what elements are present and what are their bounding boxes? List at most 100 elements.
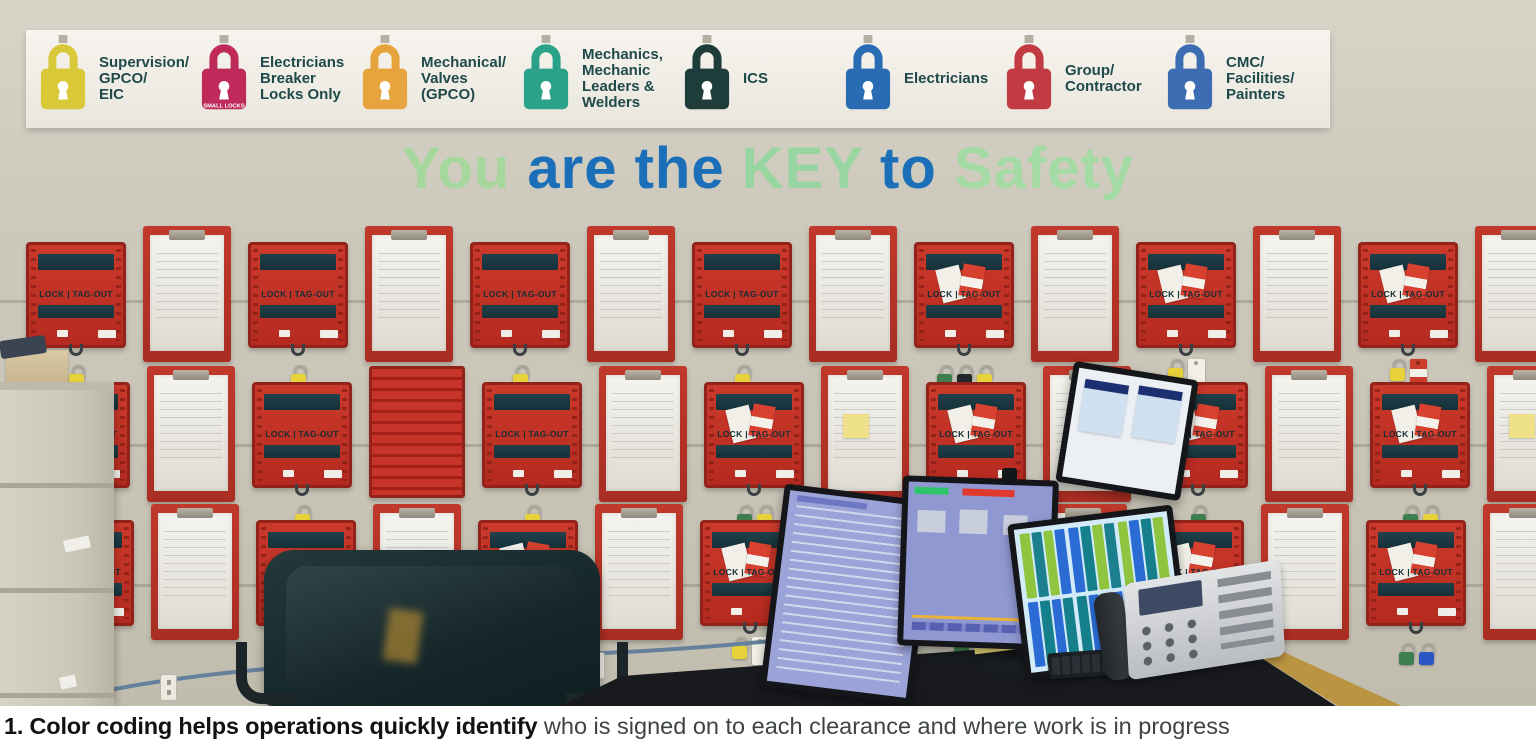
lockout-box: LOCK | TAG-OUT [248,242,348,387]
lockout-box: LOCK | TAG-OUT [704,382,804,527]
lockbox-window [704,305,780,318]
app-window [1077,378,1130,438]
monitor-upper-screen [1062,367,1192,495]
lockbox-sticker [1442,470,1460,478]
clipboard-clip [621,508,657,518]
clipboard [1031,226,1119,362]
lockbox-label: LOCK | TAG-OUT [1149,289,1223,299]
clipboard-clip [1509,508,1536,518]
office-chair [236,550,628,706]
clipboard [1265,366,1353,502]
lockbox-sticker [735,470,746,477]
lockbox-label: LOCK | TAG-OUT [483,289,557,299]
lockout-box: LOCK | TAG-OUT [26,242,126,387]
lockbox-window [704,254,780,270]
phone-line-buttons [1217,570,1275,650]
lockout-box: LOCK | TAG-OUT [692,242,792,387]
padlock-icon [40,34,86,109]
lockout-box: LOCK | TAG-OUT [470,242,570,387]
clipboard-paper [602,513,676,629]
hanging-items [1349,359,1467,387]
lockbox-sticker [1220,470,1238,478]
lockbox-label: LOCK | TAG-OUT [1161,429,1235,439]
lockbox-label: LOCK | TAG-OUT [717,429,791,439]
lockout-box: LOCK | TAG-OUT [1370,382,1470,527]
padlock-icon [362,34,408,109]
clipboard [1253,226,1341,362]
lockbox-window [1378,583,1454,596]
clipboard [587,226,675,362]
clipboard-clip [1057,230,1093,240]
lockout-box: LOCK | TAG-OUT [1358,242,1458,387]
clipboard-paper [1272,375,1346,491]
chair-armrest [236,642,298,704]
lockout-box: LOCK | TAG-OUT [252,382,352,527]
slogan-word: You [402,136,528,201]
lockbox-sticker [1208,330,1226,338]
banner-lock-item: Electricians [839,30,1000,128]
lockbox-label: LOCK | TAG-OUT [939,429,1013,439]
clipboard-paper [1482,235,1536,351]
banner-lock-label: Mechanical/ Valves (GPCO) [421,54,507,103]
cabinet-top [0,382,114,390]
safety-slogan: You are the KEY to Safety [0,140,1536,198]
lockbox-label: LOCK | TAG-OUT [39,289,113,299]
lockbox-hasp [295,484,309,496]
lockbox-sticker [320,330,338,338]
lockbox-window [1148,305,1224,318]
caption-regular-text: who is signed on to each clearance and w… [537,712,1230,739]
monitor-upper [1055,360,1199,502]
lockbox-label: LOCK | TAG-OUT [927,289,1001,299]
lockbox-window [494,445,570,458]
lockbox-sticker [1179,470,1190,477]
clipboard [143,226,231,362]
power-outlet [160,674,177,701]
clipboard-paper [606,375,680,491]
lockbox-sticker [57,330,68,337]
lockbox-sticker [1167,330,1178,337]
lockbox-window [712,583,788,596]
lockbox-sticker [98,330,116,338]
padlock-icon [523,34,569,109]
lockout-box: LOCK | TAG-OUT [1136,242,1236,387]
clipboard-clip [835,230,871,240]
lockbox-sticker [513,470,524,477]
clipboard [599,366,687,502]
hanging-padlock-icon [1389,359,1406,381]
lockbox-sticker [106,608,124,616]
lockbox-sticker [279,330,290,337]
lockbox-sticker [283,470,294,477]
banner-lock-label: Supervision/ GPCO/ EIC [99,54,190,103]
clipboard-clip [1287,508,1323,518]
chair-armrest [566,642,628,704]
lockout-station-row-top: LOCK | TAG-OUT LOCK | TAG-OUT LOCK | TAG… [26,226,1536,387]
lockbox-window [1382,445,1458,458]
scada-vessel [959,509,988,535]
lockbox-hasp [513,344,527,356]
clipboard-paper [154,375,228,491]
scada-column-group [1068,522,1122,593]
sticky-note [1509,414,1535,438]
lockbox-label: LOCK | TAG-OUT [261,289,335,299]
clipboard-paper [594,235,668,351]
lock-color-legend-banner: Supervision/ GPCO/ EIC SMALL LOCKS Elect… [26,30,1330,128]
lockbox-hasp [747,484,761,496]
svg-text:SMALL LOCKS: SMALL LOCKS [203,103,244,109]
scada-vessel [917,509,946,533]
lockbox-hasp [735,344,749,356]
lockbox-window [264,445,340,458]
lockbox-sticker [1401,470,1412,477]
lockbox-window [38,305,114,318]
lockbox-window [482,305,558,318]
clipboard [1475,226,1536,362]
lockbox-window [1370,305,1446,318]
lockbox-sticker [776,470,794,478]
lockout-box: LOCK | TAG-OUT [482,382,582,527]
lockbox-label: LOCK | TAG-OUT [713,567,787,577]
lockbox-hasp [1401,344,1415,356]
clipboard [151,504,239,640]
red-shutter-box [369,366,465,498]
hanging-items [905,365,1023,387]
banner-lock-item: Mechanical/ Valves (GPCO) [356,30,517,128]
lockbox-sticker [731,608,742,615]
